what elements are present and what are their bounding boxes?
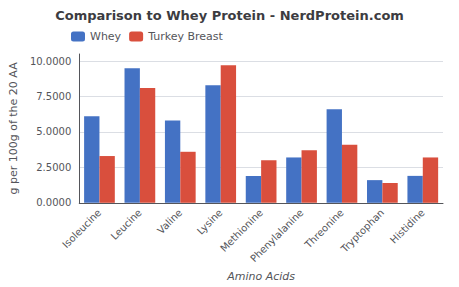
svg-text:Threonine: Threonine [302,207,346,251]
svg-text:Comparison to Whey Protein - N: Comparison to Whey Protein - NerdProtein… [55,8,404,23]
svg-text:Turkey Breast: Turkey Breast [147,30,223,43]
svg-text:Amino Acids: Amino Acids [226,270,295,283]
svg-text:10.0000: 10.0000 [30,56,71,67]
svg-text:Whey: Whey [90,30,122,43]
svg-text:2.5000: 2.5000 [36,162,71,173]
svg-text:Methionine: Methionine [218,206,265,254]
svg-text:Isoleucine: Isoleucine [60,207,103,250]
svg-text:Tryptophan: Tryptophan [338,207,386,255]
svg-text:5.0000: 5.0000 [36,126,71,137]
svg-text:7.5000: 7.5000 [36,91,71,102]
svg-text:Lysine: Lysine [195,207,225,237]
svg-text:Valine: Valine [155,207,184,236]
svg-text:g per 100g of the 20 AA: g per 100g of the 20 AA [7,62,20,195]
svg-text:Leucine: Leucine [109,207,144,242]
svg-text:Histidine: Histidine [388,207,427,246]
svg-text:Phenylalanine: Phenylalanine [248,207,305,264]
svg-text:0.0000: 0.0000 [36,197,71,208]
